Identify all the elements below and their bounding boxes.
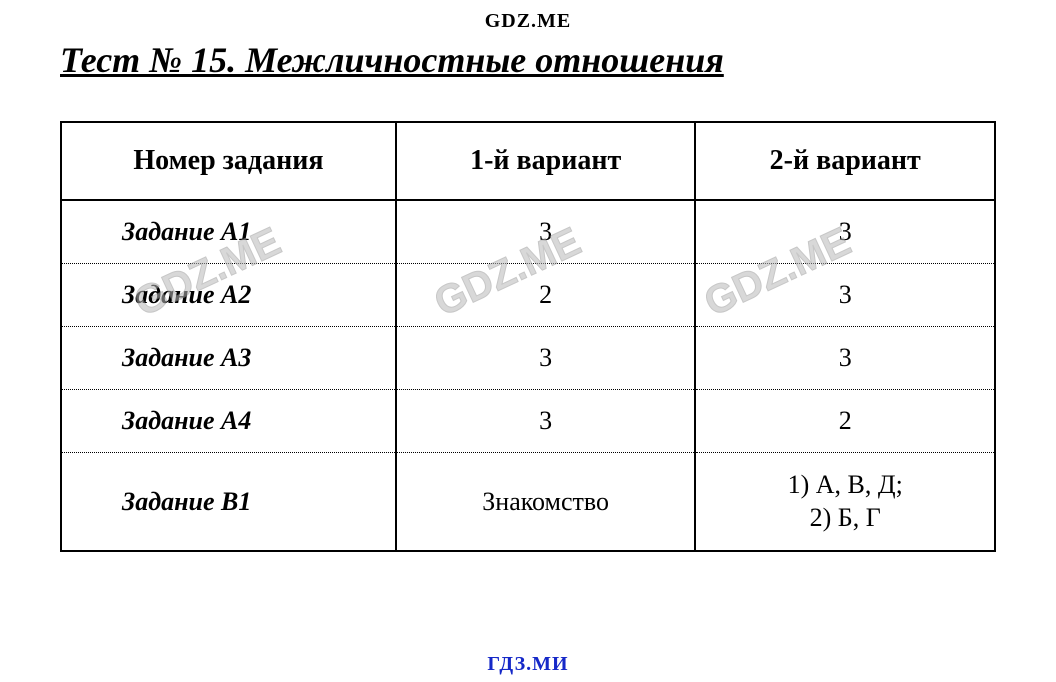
footer-watermark: ГДЗ.МИ <box>0 653 1056 676</box>
table-row: Задание А2 2 3 <box>61 264 995 327</box>
cell-v2: 1) А, В, Д;2) Б, Г <box>695 453 995 552</box>
cell-v2: 3 <box>695 200 995 264</box>
task-label: Задание А4 <box>61 390 396 453</box>
table-row: Задание А1 3 3 <box>61 200 995 264</box>
table-row: Задание В1 Знакомство 1) А, В, Д;2) Б, Г <box>61 453 995 552</box>
col-header-task: Номер задания <box>61 122 396 200</box>
table-row: Задание А4 3 2 <box>61 390 995 453</box>
cell-v1: 2 <box>396 264 696 327</box>
table-header-row: Номер задания 1-й вариант 2-й вариант <box>61 122 995 200</box>
answers-table: Номер задания 1-й вариант 2-й вариант За… <box>60 121 996 552</box>
task-label: Задание В1 <box>61 453 396 552</box>
col-header-variant2: 2-й вариант <box>695 122 995 200</box>
cell-v2: 3 <box>695 327 995 390</box>
table-row: Задание А3 3 3 <box>61 327 995 390</box>
task-label: Задание А1 <box>61 200 396 264</box>
page-title: Тест № 15. Межличностные отношения <box>60 39 996 81</box>
task-label: Задание А2 <box>61 264 396 327</box>
cell-v2: 2 <box>695 390 995 453</box>
task-label: Задание А3 <box>61 327 396 390</box>
col-header-variant1: 1-й вариант <box>396 122 696 200</box>
cell-v1: Знакомство <box>396 453 696 552</box>
cell-v2: 3 <box>695 264 995 327</box>
cell-v1: 3 <box>396 327 696 390</box>
header-watermark: GDZ.ME <box>60 10 996 33</box>
cell-v1: 3 <box>396 390 696 453</box>
cell-v1: 3 <box>396 200 696 264</box>
